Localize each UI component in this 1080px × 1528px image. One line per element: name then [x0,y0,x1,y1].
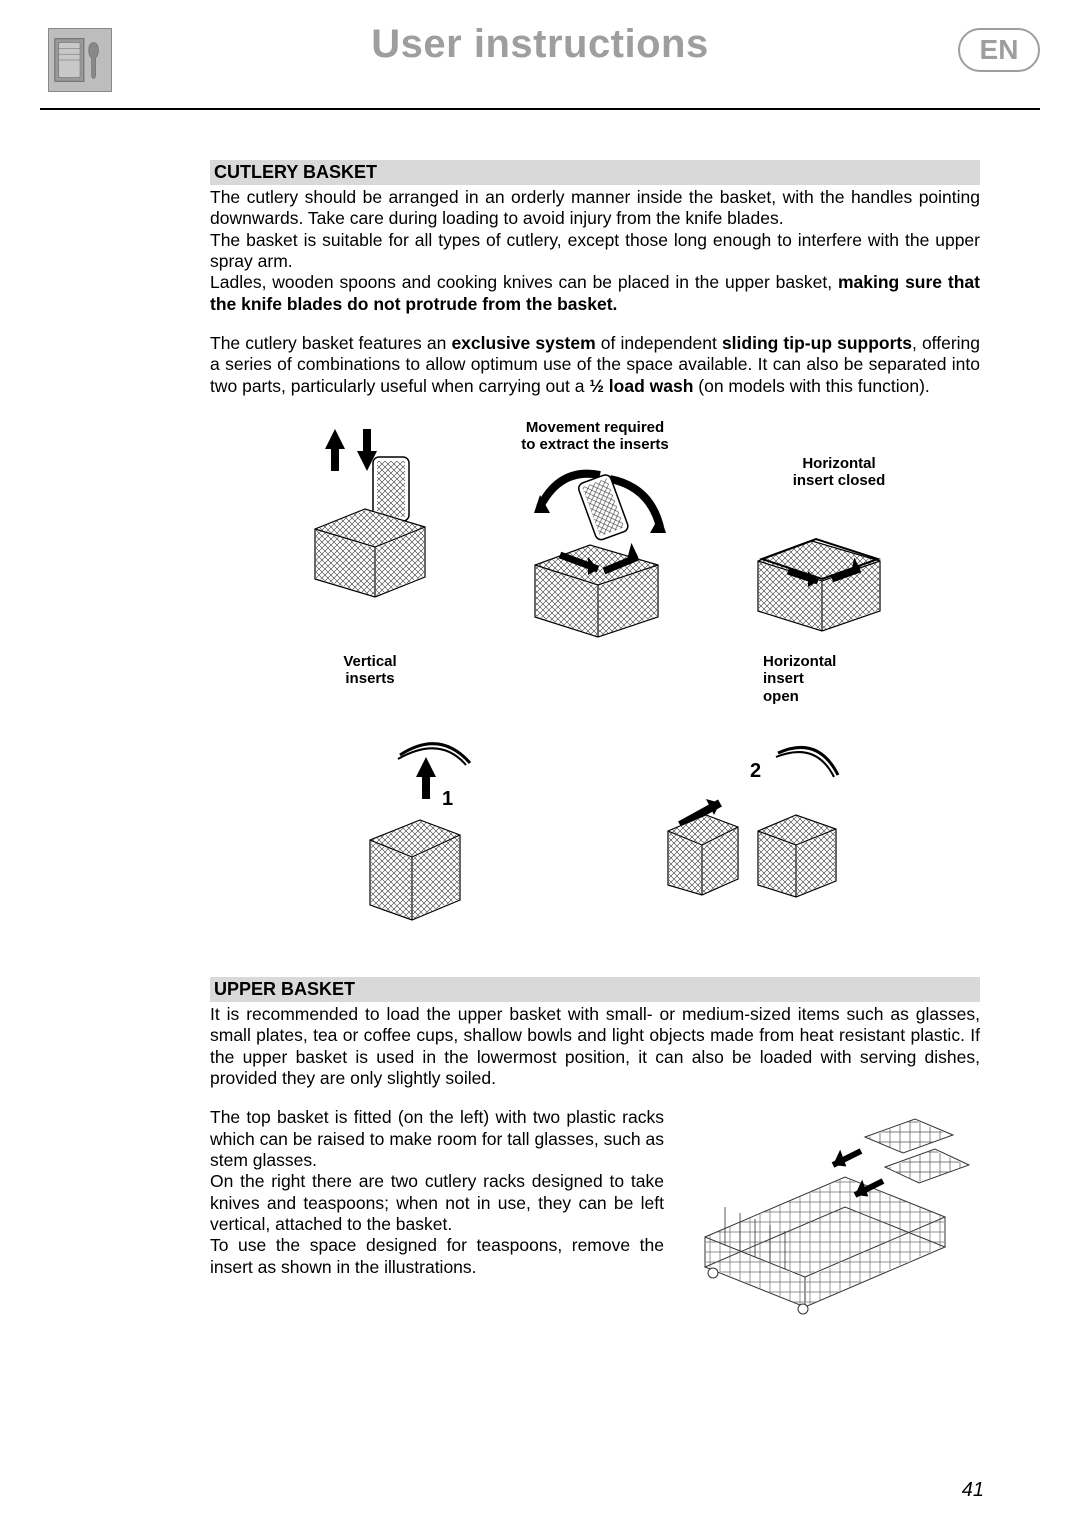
figure-number-1: 1 [442,788,453,810]
upper-basket-svg [685,1107,975,1327]
text: (on models with this function). [693,376,929,396]
text: The cutlery basket features an [210,333,451,353]
figure-basket-horizontal-closed [735,483,905,643]
bold-text: sliding tip-up supports [722,333,912,353]
page-number: 41 [962,1479,984,1502]
language-badge: EN [958,28,1040,72]
basket-illustration [295,419,445,619]
text: of independent [596,333,722,353]
bold-text: exclusive system [451,333,595,353]
text: Horizontal [763,653,836,670]
text: insert closed [793,472,886,489]
basket-half-1: 1 [340,735,510,925]
text: Movement required [526,419,664,436]
upper-basket-text: The top basket is fitted (on the left) w… [210,1107,664,1327]
paragraph: The basket is suitable for all types of … [210,230,980,273]
upper-basket-illustration [680,1107,980,1327]
bold-text: ½ load wash [589,376,693,396]
paragraph: Ladles, wooden spoons and cooking knives… [210,272,980,315]
text: insert [763,670,804,687]
basket-half-2: 2 [650,735,850,905]
section-heading-cutlery: CUTLERY BASKET [210,160,980,185]
basket-illustration [510,457,680,647]
basket-illustration [740,483,900,643]
paragraph: The cutlery basket features an exclusive… [210,333,980,397]
text: open [763,688,799,705]
paragraph: To use the space designed for teaspoons,… [210,1235,664,1278]
figure-number-2: 2 [750,760,761,782]
figure-label-vertical-inserts: Vertical inserts [285,653,455,705]
section-heading-upper: UPPER BASKET [210,977,980,1002]
text: Ladles, wooden spoons and cooking knives… [210,272,838,292]
figure-label-movement: Movement required to extract the inserts [485,419,705,454]
text: Vertical [343,653,396,670]
page-header: User instructions EN [40,0,1040,110]
paragraph: The top basket is fitted (on the left) w… [210,1107,664,1171]
paragraph: It is recommended to load the upper bask… [210,1004,980,1089]
figure-label-horizontal-closed: Horizontal insert closed [769,455,909,490]
figure-basket-movement [500,457,690,647]
figure-label-horizontal-open: Horizontal insert open [735,653,905,705]
text: to extract the inserts [521,436,669,453]
paragraph: The cutlery should be arranged in an ord… [210,187,980,230]
figure-basket-split: 1 2 [285,735,905,925]
text: Horizontal [802,455,875,472]
page-title: User instructions [40,22,1040,67]
paragraph: On the right there are two cutlery racks… [210,1171,664,1235]
page-content: CUTLERY BASKET The cutlery should be arr… [210,160,980,1327]
cutlery-basket-figure: Movement required to extract the inserts… [285,419,905,925]
upper-basket-section: UPPER BASKET It is recommended to load t… [210,977,980,1327]
text: inserts [345,670,394,687]
figure-basket-vertical [285,419,455,619]
